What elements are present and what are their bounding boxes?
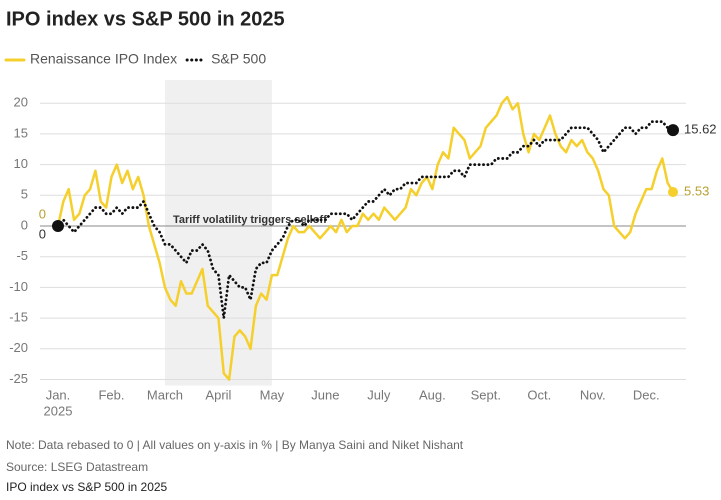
chart-title: IPO index vs S&P 500 in 2025 [6, 8, 285, 30]
annotation: Tariff volatility triggers selloff [173, 214, 327, 226]
x-tick-label: Dec. [633, 387, 660, 402]
start-label: 0 [39, 226, 46, 241]
x-tick-label: Nov. [580, 387, 606, 402]
y-tick-label: 15 [14, 125, 28, 140]
start-label: 0 [39, 206, 46, 221]
x-tick-label: June [311, 387, 339, 402]
y-tick-label: 10 [14, 156, 28, 171]
x-tick-label: Feb. [98, 387, 124, 402]
end-dot [667, 124, 679, 137]
x-tick-label: March [147, 387, 183, 402]
y-tick-label: 0 [21, 217, 28, 232]
x-tick-label: Sept. [471, 387, 501, 402]
end-label: 15.62 [684, 122, 717, 137]
x-tick-label: April [205, 387, 231, 402]
y-tick-label: -25 [9, 371, 28, 386]
caption: IPO index vs S&P 500 in 2025 [6, 480, 168, 494]
y-tick-label: -10 [9, 279, 28, 294]
y-tick-label: -5 [16, 248, 28, 263]
x-tick-label: July [367, 387, 391, 402]
end-label: 5.53 [684, 183, 709, 198]
y-tick-label: 5 [21, 187, 28, 202]
x-tick-label: Aug. [419, 387, 446, 402]
y-tick-label: -20 [9, 340, 28, 355]
series-line [56, 95, 675, 381]
y-tick-label: -15 [9, 310, 28, 325]
legend-label: S&P 500 [211, 51, 266, 67]
note: Note: Data rebased to 0 | All values on … [6, 438, 464, 452]
source: Source: LSEG Datastream [6, 460, 148, 474]
x-tick-label: May [260, 387, 285, 402]
x-tick-label: Oct. [527, 387, 551, 402]
start-dot [52, 220, 64, 232]
series-line [56, 120, 675, 320]
x-tick-label: Jan. [46, 387, 71, 402]
legend-label: Renaissance IPO Index [30, 51, 177, 67]
end-dot [668, 187, 678, 198]
y-tick-label: 20 [14, 95, 28, 110]
x-year-label: 2025 [44, 403, 73, 418]
shaded-period [164, 80, 272, 386]
